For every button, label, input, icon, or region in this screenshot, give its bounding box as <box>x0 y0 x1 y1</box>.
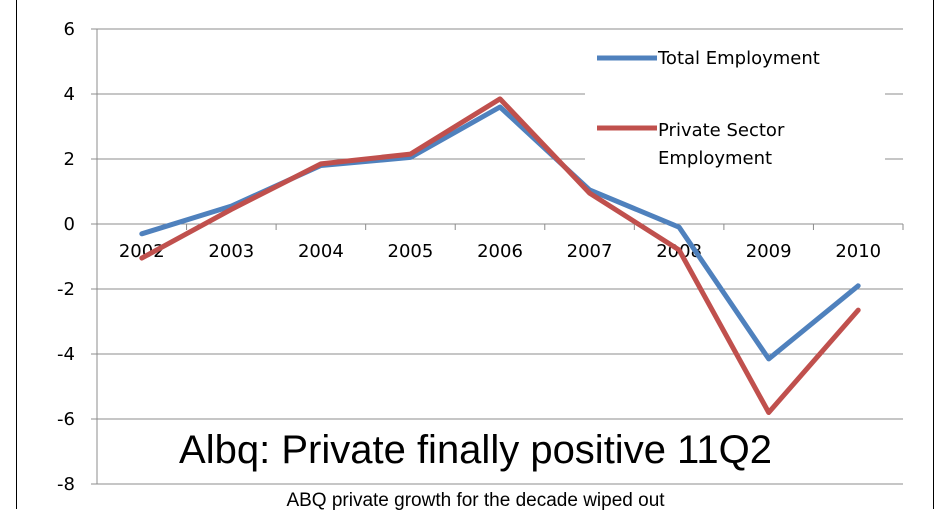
legend-label-private-2: Employment <box>658 148 772 169</box>
slide-frame-right <box>933 0 934 509</box>
y-tick-label: -6 <box>57 409 75 430</box>
legend: Total Employment Private Sector Employme… <box>597 48 820 169</box>
y-axis: 6 4 2 0 -2 -4 -6 -8 <box>57 19 904 495</box>
x-tick-label: 2004 <box>298 241 344 262</box>
slide-frame-left <box>16 0 17 509</box>
y-tick-label: 6 <box>64 19 75 40</box>
y-tick-label: -4 <box>57 344 75 365</box>
x-axis-tick-labels: 2002 2003 2004 2005 2006 2007 2008 2009 2010 <box>119 241 881 262</box>
y-tick-label: -2 <box>57 279 75 300</box>
series-lines <box>139 96 861 415</box>
x-tick-label: 2005 <box>388 241 434 262</box>
slide-subtitle: ABQ private growth for the decade wiped … <box>286 490 665 511</box>
series-line-private-sector-employment <box>139 96 861 415</box>
legend-label-private-1: Private Sector <box>658 120 785 141</box>
legend-label-total: Total Employment <box>657 48 820 69</box>
series-line-total-employment <box>139 104 861 362</box>
y-tick-label: 4 <box>64 84 75 105</box>
y-tick-label: 0 <box>64 214 75 235</box>
x-tick-label: 2009 <box>746 241 792 262</box>
y-tick-label: -8 <box>57 474 75 495</box>
y-tick-label: 2 <box>64 149 75 170</box>
x-tick-label: 2006 <box>477 241 523 262</box>
gridlines <box>97 28 903 485</box>
slide-title: Albq: Private finally positive 11Q2 <box>179 428 772 472</box>
x-tick-label: 2003 <box>208 241 254 262</box>
x-tick-label: 2002 <box>119 241 165 262</box>
x-tick-label: 2007 <box>567 241 613 262</box>
x-tick-label: 2010 <box>835 241 881 262</box>
